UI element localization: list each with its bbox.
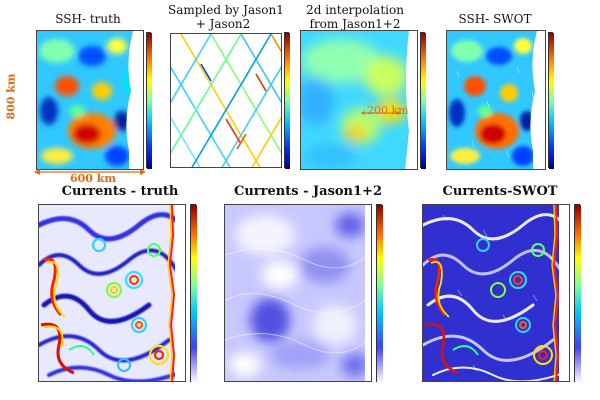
panel-title-currents-jason: Currents - Jason1+2 — [218, 184, 398, 199]
title-line-2: from Jason1+2 — [309, 17, 401, 31]
map-currents-truth — [38, 204, 186, 382]
map-currents-swot — [422, 204, 570, 382]
map-2d-interpolation — [300, 30, 418, 170]
colorbar-ssh-swot — [548, 32, 554, 169]
title-text: SSH- truth — [55, 12, 121, 26]
width-arrow — [34, 169, 146, 175]
currents-truth-field — [39, 205, 185, 381]
currents-swot-field — [423, 205, 569, 381]
annotation-200km: 200 km — [367, 104, 409, 117]
title-text: Currents - Jason1+2 — [234, 184, 382, 199]
colorbar-currents-swot — [574, 204, 581, 383]
map-currents-jason — [224, 204, 372, 382]
ssh-swot-field — [447, 31, 545, 169]
title-line-2: + Jason2 — [195, 17, 251, 31]
colorbar-ssh-truth — [146, 32, 152, 169]
map-sampled-jason — [170, 33, 282, 168]
title-text: SSH- SWOT — [458, 12, 532, 26]
panel-title-currents-truth: Currents - truth — [40, 184, 200, 199]
title-line-1: 2d interpolation — [306, 3, 404, 17]
height-label: 800 km — [4, 73, 18, 120]
title-line-1: Sampled by Jason1 — [168, 3, 284, 17]
title-text: Currents - truth — [61, 184, 179, 199]
colorbar-currents-jason — [376, 204, 383, 383]
panel-title-2d-interpolation: 2d interpolation from Jason1+2 — [300, 3, 410, 31]
panel-title-ssh-truth: SSH- truth — [38, 12, 138, 26]
width-label: 600 km — [70, 172, 117, 185]
map-ssh-truth — [36, 30, 144, 170]
map-ssh-swot — [446, 30, 546, 170]
annotation-800km: 800 km — [5, 72, 18, 122]
ssh-truth-field — [37, 31, 143, 169]
currents-jason-field — [225, 205, 371, 381]
annotation-600km: 600 km — [70, 172, 116, 185]
panel-title-currents-swot: Currents-SWOT — [420, 184, 580, 199]
colorbar-currents-truth — [190, 204, 197, 383]
ground-tracks — [171, 34, 281, 167]
panel-title-sampled-jason: Sampled by Jason1 + Jason2 — [168, 3, 284, 31]
panel-title-ssh-swot: SSH- SWOT — [445, 12, 545, 26]
interpolated-field — [301, 31, 417, 169]
colorbar-interpolation — [420, 32, 426, 169]
title-text: Currents-SWOT — [442, 184, 558, 199]
colorbar-sampled — [284, 32, 290, 169]
